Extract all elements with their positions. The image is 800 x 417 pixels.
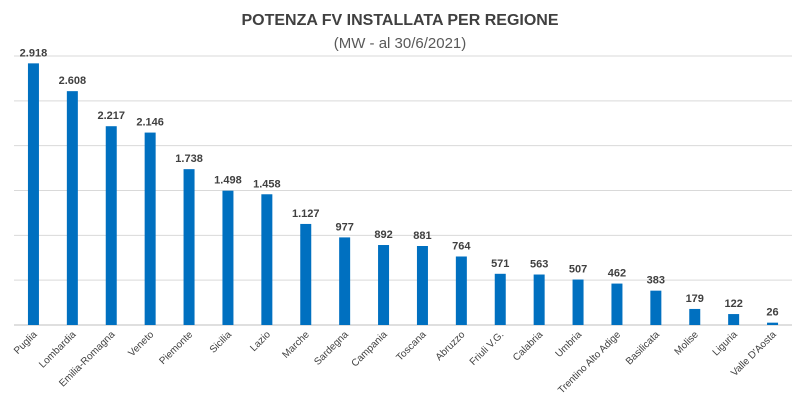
bar-abruzzo (455, 256, 467, 325)
x-tick-label: Sardegna (312, 329, 351, 368)
x-tick-label: Sicilia (208, 329, 235, 356)
data-label: 1.498 (214, 175, 242, 187)
bar-friuli-v-g (494, 273, 506, 325)
bar-piemonte (183, 169, 195, 325)
data-label: 507 (569, 264, 587, 276)
bar-puglia (27, 63, 39, 326)
data-label: 2.146 (136, 117, 164, 129)
data-label: 571 (491, 258, 509, 270)
x-tick-label: Calabria (511, 329, 545, 363)
data-label: 383 (647, 275, 665, 287)
data-label: 122 (724, 298, 742, 310)
data-label: 2.918 (20, 47, 48, 59)
bar-veneto (144, 132, 156, 325)
x-tick-label: Piemonte (158, 329, 196, 367)
x-tick-label: Liguria (711, 329, 740, 358)
data-label: 563 (530, 259, 548, 271)
x-tick-label: Lombardia (37, 329, 78, 370)
bar-basilicata (650, 290, 662, 325)
bar-toscana (416, 246, 428, 325)
x-tick-label: Toscana (394, 329, 428, 363)
x-tick-label: Marche (281, 329, 313, 361)
bar-trentino-alto-adige (611, 283, 623, 325)
data-label: 1.127 (292, 208, 320, 220)
bar-lombardia (66, 91, 78, 326)
bar-lazio (261, 194, 273, 325)
bar-sicilia (222, 190, 234, 325)
bar-valle-d-aosta (767, 322, 779, 325)
x-tick-label: Lazio (248, 329, 273, 354)
data-label: 764 (452, 240, 471, 252)
data-label: 977 (335, 221, 353, 233)
bar-molise (689, 308, 701, 325)
bar-emilia-romagna (105, 126, 117, 325)
chart-subtitle: (MW - al 30/6/2021) (333, 35, 467, 52)
bar-liguria (728, 314, 740, 325)
bar-sardegna (339, 237, 351, 325)
x-tick-label: Veneto (126, 329, 156, 359)
x-tick-label: Campania (350, 329, 390, 369)
data-label: 1.458 (253, 178, 281, 190)
data-label: 892 (374, 229, 392, 241)
data-label: 26 (766, 307, 778, 319)
x-tick-label: Friuli V.G. (468, 329, 507, 368)
data-label: 1.738 (175, 153, 203, 165)
data-label: 2.608 (59, 75, 87, 87)
data-label: 179 (686, 293, 704, 305)
x-tick-label: Abruzzo (434, 329, 468, 363)
x-tick-label: Molise (673, 329, 702, 358)
x-tick-label: Puglia (12, 329, 40, 357)
x-tick-label: Umbria (554, 329, 585, 360)
chart-title: POTENZA FV INSTALLATA PER REGIONE (241, 12, 559, 29)
bar-calabria (533, 274, 545, 325)
bar-marche (300, 223, 312, 325)
bar-campania (378, 245, 390, 325)
data-label: 462 (608, 268, 626, 280)
x-tick-label: Basilicata (624, 329, 662, 367)
bar-umbria (572, 279, 584, 325)
data-label: 2.217 (97, 110, 125, 122)
data-label: 881 (413, 230, 431, 242)
